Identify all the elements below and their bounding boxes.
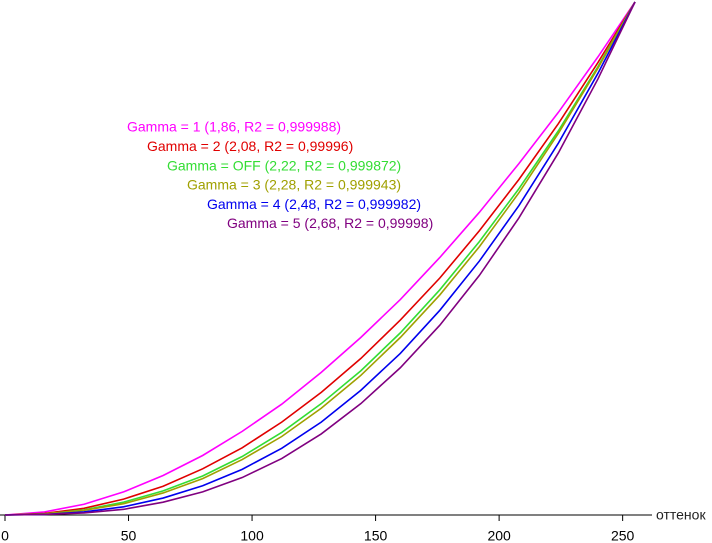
legend-entry: Gamma = OFF (2,22, R2 = 0,999872) — [167, 157, 401, 173]
x-tick-label: 100 — [240, 528, 264, 543]
gamma-curve — [4, 1, 636, 516]
legend-entry: Gamma = 1 (1,86, R2 = 0,999988) — [127, 119, 341, 135]
x-tick-label: 250 — [611, 528, 635, 543]
legend-entry: Gamma = 4 (2,48, R2 = 0,999982) — [207, 196, 421, 212]
x-tick-label: 200 — [487, 528, 511, 543]
gamma-curve — [4, 1, 636, 516]
x-tick-label: 0 — [1, 528, 9, 543]
gamma-curve — [4, 1, 636, 516]
gamma-curve — [4, 1, 636, 516]
legend-entry: Gamma = 5 (2,68, R2 = 0,99998) — [227, 215, 433, 231]
legend-entry: Gamma = 3 (2,28, R2 = 0,999943) — [187, 177, 401, 193]
x-tick-label: 150 — [364, 528, 388, 543]
x-axis-label: оттенок — [656, 507, 706, 523]
x-tick-label: 50 — [121, 528, 137, 543]
legend-entry: Gamma = 2 (2,08, R2 = 0,99996) — [147, 138, 353, 154]
gamma-curve — [4, 1, 636, 516]
gamma-curve — [4, 1, 636, 516]
